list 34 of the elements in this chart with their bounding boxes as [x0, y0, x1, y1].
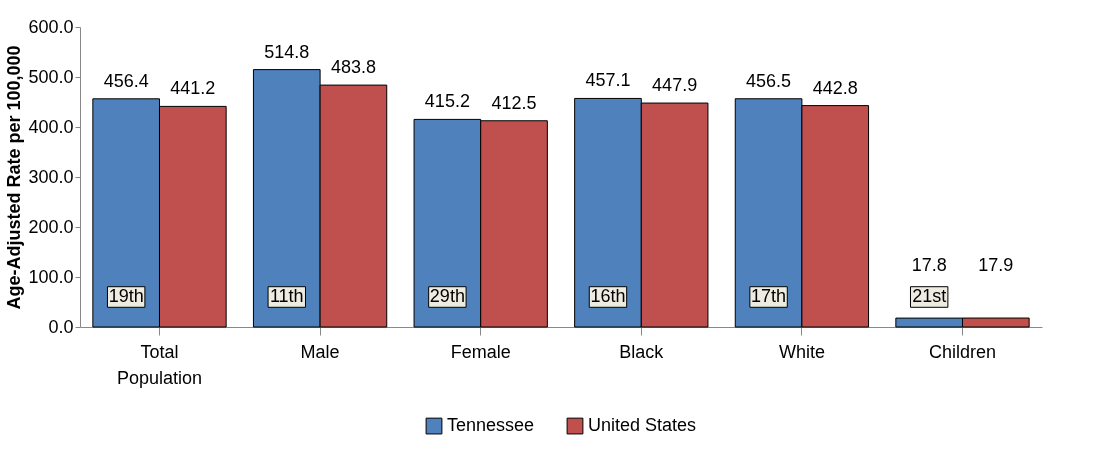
data-label: 17.9 — [978, 255, 1014, 275]
data-label: 415.2 — [424, 91, 470, 112]
data-label: 442.8 — [812, 77, 858, 98]
data-label: 456.5 — [746, 70, 792, 91]
x-tick-label: Male — [300, 341, 340, 362]
y-tick-label: 600.0 — [28, 16, 74, 37]
x-tick-label: Children — [928, 341, 997, 362]
data-label: 412.5 — [491, 92, 537, 113]
annotation: 16th — [590, 286, 626, 306]
y-tick-label: 500.0 — [28, 66, 74, 87]
data-label: 483.8 — [330, 57, 376, 78]
data-label: 456.4 — [103, 70, 149, 91]
data-label: 514.8 — [264, 41, 310, 62]
x-tick-label: Black — [619, 341, 665, 362]
x-tick-label: Female — [450, 341, 511, 362]
annotation: 11th — [269, 286, 304, 306]
data-label: 17.8 — [911, 255, 947, 275]
annotation: 17th — [751, 286, 787, 306]
x-tick-label: Total Population — [116, 341, 203, 388]
data-label: 441.2 — [170, 78, 216, 99]
y-tick-label: 0.0 — [48, 316, 74, 337]
y-axis-title: Age-Adjusted Rate per 100,000 — [4, 45, 25, 310]
legend-label: Tennessee — [447, 415, 535, 436]
annotation: 29th — [429, 286, 465, 306]
legend-label: United States — [588, 415, 697, 436]
annotation: 21st — [912, 286, 947, 306]
y-tick-label: 100.0 — [28, 266, 74, 287]
annotation: 19th — [108, 286, 144, 306]
y-tick-label: 300.0 — [28, 166, 74, 187]
y-tick-label: 200.0 — [28, 216, 74, 237]
x-tick-label: White — [778, 341, 825, 362]
data-label: 447.9 — [652, 75, 698, 96]
data-label: 457.1 — [585, 70, 631, 91]
y-tick-label: 400.0 — [28, 116, 74, 137]
